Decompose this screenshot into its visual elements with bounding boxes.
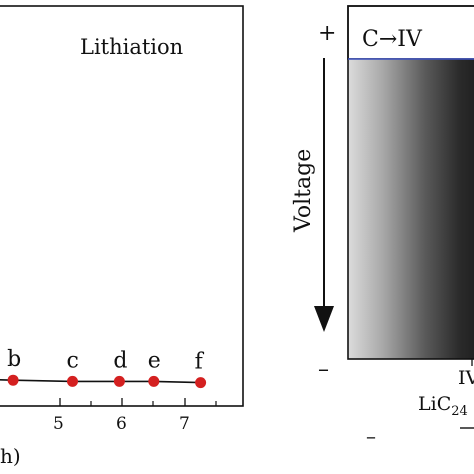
panel-title: Lithiation	[80, 35, 183, 59]
x-tick-label-5: 5	[53, 414, 64, 434]
minus-sign: –	[318, 357, 329, 382]
bottom-label-formula: LiC24	[418, 393, 468, 419]
data-point-d	[113, 375, 125, 387]
point-label-f: f	[195, 350, 205, 375]
point-label-e: e	[148, 348, 161, 373]
data-point-b	[7, 374, 19, 386]
data-point-e	[148, 375, 160, 387]
right-plot-frame	[347, 5, 474, 360]
point-label-d: d	[113, 348, 127, 373]
voltage-axis-label: Voltage	[291, 149, 316, 233]
voltage-gradient	[348, 59, 474, 359]
left-plot-frame	[0, 5, 244, 407]
point-label-c: c	[67, 348, 79, 373]
voltage-arrow-head	[314, 306, 334, 332]
stage-label: C→IV	[362, 27, 423, 52]
plus-sign: +	[318, 21, 336, 46]
data-point-f	[195, 377, 207, 389]
data-point-c	[67, 375, 78, 387]
right-panel: + – Voltage C→IV IV LiC24 –	[291, 5, 474, 448]
bottom-label-top: IV	[458, 367, 474, 389]
x-tick-label-7: 7	[179, 414, 190, 434]
x-axis-label: h)	[0, 444, 21, 468]
bottom-dash: –	[366, 424, 376, 448]
curve-line	[0, 379, 201, 384]
x-tick-label-6: 6	[116, 414, 127, 434]
x-axis-ticks	[59, 398, 217, 406]
point-label-b: b	[7, 347, 21, 372]
